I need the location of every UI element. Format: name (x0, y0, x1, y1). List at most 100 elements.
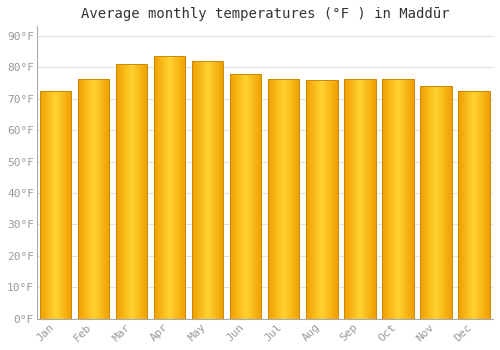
Bar (222, 61, 224, 319)
Bar (296, 79, 297, 319)
Bar (248, 75, 249, 319)
Bar (468, 91, 469, 319)
Bar (84, 79, 85, 319)
Bar (139, 64, 140, 319)
Bar (217, 61, 218, 319)
Bar (328, 80, 329, 319)
Bar (428, 86, 429, 319)
Bar (318, 80, 319, 319)
Bar (357, 79, 358, 319)
Bar (410, 79, 411, 319)
Bar (172, 56, 173, 319)
Bar (286, 79, 287, 319)
Bar (412, 79, 413, 319)
Bar (471, 91, 472, 319)
Bar (219, 61, 220, 319)
Bar (470, 91, 471, 319)
Bar (316, 80, 318, 319)
Bar (439, 86, 440, 319)
Bar (406, 79, 408, 319)
Bar (330, 80, 332, 319)
Bar (450, 86, 451, 319)
Bar (65, 91, 66, 319)
Bar (458, 91, 459, 319)
Bar (429, 86, 430, 319)
Bar (312, 80, 314, 319)
Bar (308, 80, 310, 319)
Bar (291, 79, 292, 319)
Bar (127, 64, 128, 319)
Bar (459, 91, 460, 319)
Bar (426, 86, 428, 319)
Bar (387, 79, 388, 319)
Bar (430, 86, 432, 319)
Bar (401, 79, 402, 319)
Bar (126, 64, 127, 319)
Bar (55, 91, 56, 319)
Bar (382, 79, 383, 319)
Bar (282, 79, 283, 319)
Bar (396, 79, 397, 319)
Bar (140, 64, 141, 319)
Bar (371, 79, 372, 319)
Bar (97, 79, 98, 319)
Bar (329, 80, 330, 319)
Bar (221, 61, 222, 319)
Bar (231, 75, 232, 319)
Bar (320, 80, 321, 319)
Bar (96, 79, 97, 319)
Bar (178, 56, 179, 319)
Bar (420, 86, 452, 319)
Bar (242, 75, 243, 319)
Bar (177, 56, 178, 319)
Bar (292, 79, 294, 319)
Bar (108, 79, 110, 319)
Bar (66, 91, 68, 319)
Bar (68, 91, 69, 319)
Bar (130, 64, 131, 319)
Bar (50, 91, 51, 319)
Bar (166, 56, 168, 319)
Bar (104, 79, 106, 319)
Bar (218, 61, 219, 319)
Bar (101, 79, 102, 319)
Bar (154, 56, 155, 319)
Bar (40, 91, 41, 319)
Bar (121, 64, 122, 319)
Bar (52, 91, 54, 319)
Bar (364, 79, 366, 319)
Bar (480, 91, 481, 319)
Bar (169, 56, 170, 319)
Bar (438, 86, 439, 319)
Bar (196, 61, 197, 319)
Bar (317, 80, 318, 319)
Bar (142, 64, 144, 319)
Bar (474, 91, 475, 319)
Bar (334, 80, 335, 319)
Bar (232, 75, 234, 319)
Bar (326, 80, 328, 319)
Bar (211, 61, 212, 319)
Bar (306, 80, 338, 319)
Bar (353, 79, 354, 319)
Bar (252, 75, 253, 319)
Bar (146, 64, 148, 319)
Bar (382, 79, 414, 319)
Bar (56, 91, 58, 319)
Bar (124, 64, 125, 319)
Bar (214, 61, 215, 319)
Bar (44, 91, 45, 319)
Bar (100, 79, 101, 319)
Bar (423, 86, 424, 319)
Bar (206, 61, 207, 319)
Bar (384, 79, 386, 319)
Bar (46, 91, 47, 319)
Bar (203, 61, 204, 319)
Bar (386, 79, 387, 319)
Bar (321, 80, 322, 319)
Bar (274, 79, 276, 319)
Bar (432, 86, 433, 319)
Bar (240, 75, 241, 319)
Bar (279, 79, 280, 319)
Bar (128, 64, 130, 319)
